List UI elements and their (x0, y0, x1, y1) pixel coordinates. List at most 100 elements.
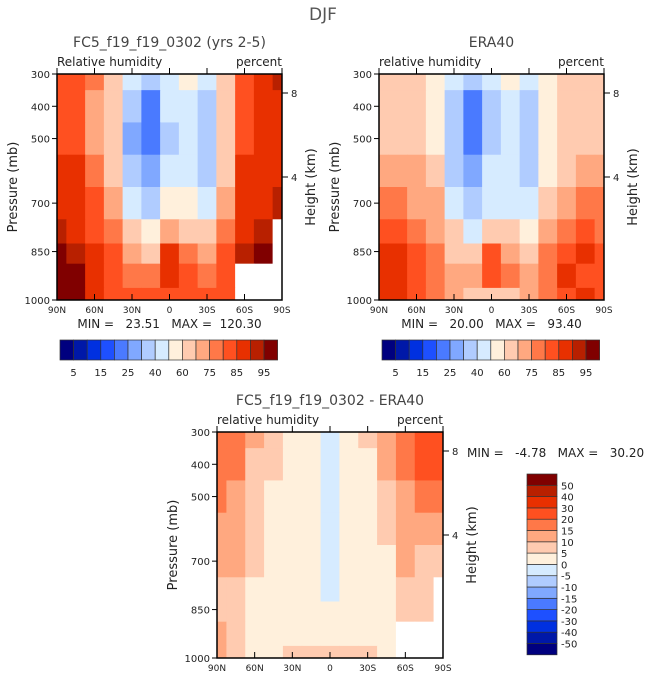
contour-cell (425, 122, 446, 156)
contour-cell (122, 219, 142, 244)
contour-cell (160, 219, 180, 244)
contour-cell (103, 219, 124, 244)
contour-cell (320, 621, 340, 647)
colorbar-label: 15 (561, 527, 574, 538)
colorbar-label: 25 (444, 368, 457, 379)
contour-cell (85, 74, 105, 91)
contour-cell (538, 243, 558, 265)
y2-tick-label: 4 (291, 173, 297, 184)
contour-cell (245, 480, 265, 514)
contour-cell (444, 263, 464, 289)
contour-cell (594, 243, 605, 265)
contour-cell (320, 545, 340, 578)
colorbar-box (222, 339, 238, 361)
colorbar-box (526, 530, 558, 543)
contour-cell (388, 122, 408, 156)
y2-tick-label: 8 (613, 89, 619, 100)
colorbar-label: -50 (561, 640, 577, 651)
x-tick-label: 30N (123, 306, 141, 316)
y-tick-label: 700 (31, 199, 50, 210)
contour-cell (66, 287, 86, 301)
x-tick-label: 60N (246, 664, 264, 674)
contour-cell (141, 243, 161, 265)
colorbar-box (531, 339, 546, 361)
contour-cell (217, 577, 227, 602)
contour-cell (217, 448, 227, 481)
y-tick-label: 850 (191, 606, 210, 617)
units-label: percent (236, 55, 282, 69)
colorbar-box (182, 339, 197, 361)
contour-cell (85, 263, 105, 289)
colorbar-label: -10 (561, 583, 577, 594)
contour-cell (264, 621, 284, 647)
contour-cell (226, 512, 246, 546)
contour-cell (433, 545, 444, 578)
contour-cell (178, 263, 199, 289)
contour-cell (178, 219, 199, 244)
contour-cell (282, 512, 303, 546)
contour-cell (575, 187, 596, 220)
contour-cell (358, 480, 378, 514)
contour-cell (377, 577, 397, 602)
contour-cell (253, 154, 274, 188)
x-tick-label: 60N (85, 306, 103, 316)
y-tick-label: 700 (353, 199, 372, 210)
contour-cell (103, 122, 124, 156)
contour-cell (103, 154, 124, 188)
contour-cell (463, 187, 483, 220)
contour-cell (301, 448, 322, 481)
panel-3: FC5_f19_f19_0302 - ERA40 relative humidit… (166, 393, 644, 674)
contour-cell (339, 512, 359, 546)
contour-cell (575, 263, 596, 289)
contour-cell (178, 74, 199, 91)
contour-cell (57, 122, 67, 156)
contour-cell (122, 122, 142, 156)
colorbar-box (449, 339, 464, 361)
contour-cell (141, 287, 161, 301)
contour-cell (66, 154, 86, 188)
contour-cell (57, 74, 67, 91)
x-tick-label: 90N (370, 306, 388, 316)
contour-cell (414, 601, 435, 623)
contour-cell (122, 187, 142, 220)
colorbar-label: 30 (561, 504, 574, 515)
colorbar-box (504, 339, 519, 361)
contour-cell (557, 263, 577, 289)
contour-cell (245, 577, 265, 602)
contour-cell (444, 154, 464, 188)
contour-cell (407, 263, 427, 289)
contour-cell (301, 512, 322, 546)
contour-cell (272, 154, 283, 188)
contour-cell (519, 122, 539, 156)
contour-cell (463, 154, 483, 188)
contour-cell (482, 90, 502, 123)
contour-cell (160, 122, 180, 156)
contour-cell (264, 448, 284, 481)
colorbar-box (395, 339, 410, 361)
contour-cell (178, 287, 199, 301)
contour-cell (538, 74, 558, 91)
contour-cell (358, 601, 378, 623)
colorbar-label: 5 (392, 368, 398, 379)
contour-cell (388, 74, 408, 91)
contour-cell (264, 545, 284, 578)
contour-cell (425, 263, 446, 289)
contour-cell (414, 545, 435, 578)
contour-cell (339, 448, 359, 481)
contour-cell (377, 512, 397, 546)
contour-cell (282, 432, 303, 449)
x-tick-label: 0 (167, 306, 173, 316)
contour-cell (519, 187, 539, 220)
contour-cell (414, 512, 435, 546)
colorbar-label: 75 (203, 368, 216, 379)
contour-cell (444, 187, 464, 220)
contour-cell (482, 154, 502, 188)
y-tick-label: 700 (191, 557, 210, 568)
colorbar-label: 95 (258, 368, 271, 379)
contour-cell (57, 287, 67, 301)
y-tick-label: 400 (353, 102, 372, 113)
contour-cell (57, 219, 67, 244)
x-tick-label: 90S (273, 306, 290, 316)
contour-cell (414, 448, 435, 481)
contour-cell (226, 480, 246, 514)
